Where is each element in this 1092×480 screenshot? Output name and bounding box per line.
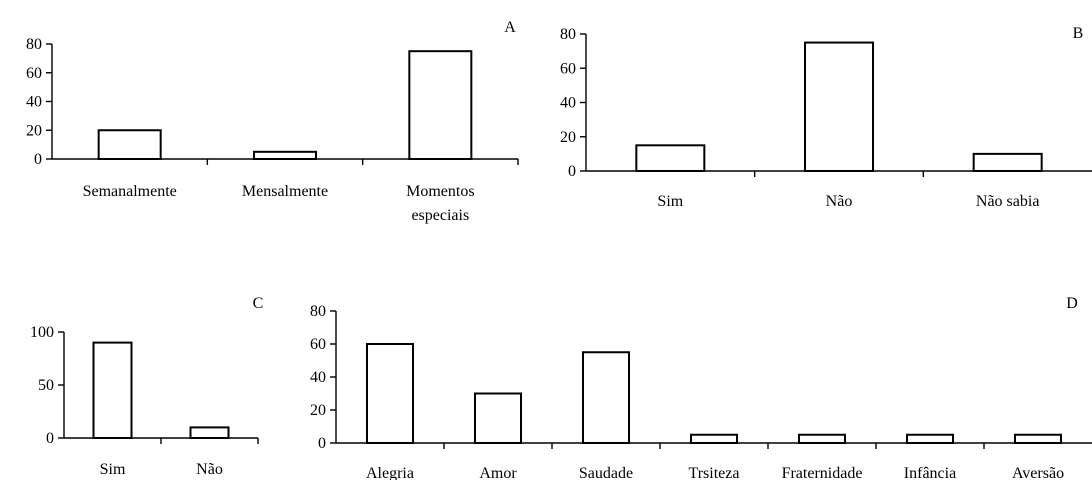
category-label: Sim <box>100 461 126 478</box>
bar <box>906 433 954 444</box>
category-label: Fraternidade <box>782 465 863 480</box>
category-label: Não sabia <box>976 193 1040 210</box>
category-label: Aversão <box>1012 465 1064 480</box>
y-tick-label: 50 <box>38 377 54 394</box>
category-label: Infância <box>904 465 956 480</box>
chart-panel-c: 0 50 100 Sim Não C <box>30 295 263 478</box>
y-tick-label: 40 <box>560 95 576 112</box>
category-label: Alegria <box>366 465 414 480</box>
bar <box>92 341 133 440</box>
y-tick-label: 100 <box>30 324 54 341</box>
category-label: Trsiteza <box>689 465 740 480</box>
bar <box>798 433 846 444</box>
y-tick-label: 40 <box>26 94 42 111</box>
category-label: Semanalmente <box>83 183 177 200</box>
y-tick-label: 20 <box>26 122 42 139</box>
bar <box>635 144 706 172</box>
panel-letter: D <box>1066 295 1078 312</box>
panel-letter: A <box>504 19 516 36</box>
category-label: Mensalmente <box>242 183 328 200</box>
category-label: Amor <box>479 465 517 480</box>
y-tick-label: 40 <box>310 369 326 386</box>
bar <box>690 433 738 444</box>
y-tick-label: 20 <box>560 129 576 146</box>
y-tick-label: 0 <box>568 163 576 180</box>
bar <box>804 41 874 172</box>
bar <box>366 343 414 444</box>
y-tick-label: 0 <box>34 151 42 168</box>
category-label: Saudade <box>579 465 633 480</box>
y-tick-label: 80 <box>560 26 576 43</box>
y-tick-label: 0 <box>46 430 54 447</box>
bar <box>408 50 473 160</box>
category-label: Não <box>196 461 223 478</box>
y-tick-label: 60 <box>310 336 326 353</box>
bar <box>582 351 630 444</box>
category-label: Momentos <box>406 183 474 200</box>
panel-letter: C <box>253 295 264 312</box>
bar <box>474 392 522 444</box>
chart-panel-d: 0 20 40 60 80 Alegria Amor Saudade Trsiteza Frate… <box>310 295 1092 480</box>
category-label: especiais <box>411 207 469 224</box>
y-tick-label: 80 <box>26 36 42 53</box>
bar <box>972 152 1043 172</box>
category-label: Sim <box>657 193 683 210</box>
bar <box>1014 433 1062 444</box>
y-tick-label: 20 <box>310 402 326 419</box>
bar <box>189 426 230 439</box>
y-tick-label: 0 <box>318 435 326 452</box>
chart-panel-b: 0 20 40 60 80 Sim Não Não sabia B <box>560 25 1092 210</box>
bar <box>97 129 162 160</box>
bar <box>253 150 317 160</box>
panel-letter: B <box>1073 25 1084 42</box>
y-tick-label: 60 <box>26 65 42 82</box>
y-tick-label: 80 <box>310 303 326 320</box>
chart-panel-a: 0 20 40 60 80 Semanalmente Mensalmente Momentos… <box>26 19 519 224</box>
y-tick-label: 60 <box>560 60 576 77</box>
category-label: Não <box>826 193 853 210</box>
